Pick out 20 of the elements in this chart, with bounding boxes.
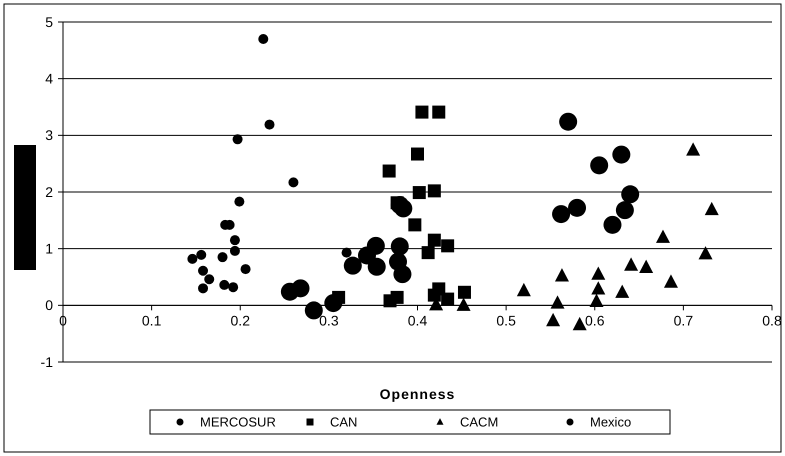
x-tick-label: 0.1 <box>142 312 162 328</box>
legend-label: CAN <box>330 414 358 430</box>
x-tick-label: 0.2 <box>230 312 250 328</box>
y-tick-label: 5 <box>45 14 54 30</box>
y-tick-label: 4 <box>45 70 54 87</box>
x-tick-label: 0.3 <box>319 312 339 328</box>
legend-label: MERCOSUR <box>200 414 276 430</box>
y-tick-label: 1 <box>45 240 54 257</box>
x-tick-label: 0.7 <box>674 312 694 328</box>
x-tick-label: 0.5 <box>496 312 516 328</box>
y-tick-label: -1 <box>40 354 54 370</box>
y-tick-label: 3 <box>45 127 54 144</box>
x-tick-label: 0.6 <box>585 312 605 328</box>
x-tick-label: 0.4 <box>408 312 428 328</box>
y-tick-label: 0 <box>45 297 54 314</box>
legend-label: Mexico <box>590 414 632 430</box>
x-tick-label: 0.8 <box>762 312 782 328</box>
legend-label: CACM <box>460 414 498 430</box>
x-axis-title: Openness <box>380 386 456 402</box>
y-tick-label: 2 <box>45 184 54 200</box>
